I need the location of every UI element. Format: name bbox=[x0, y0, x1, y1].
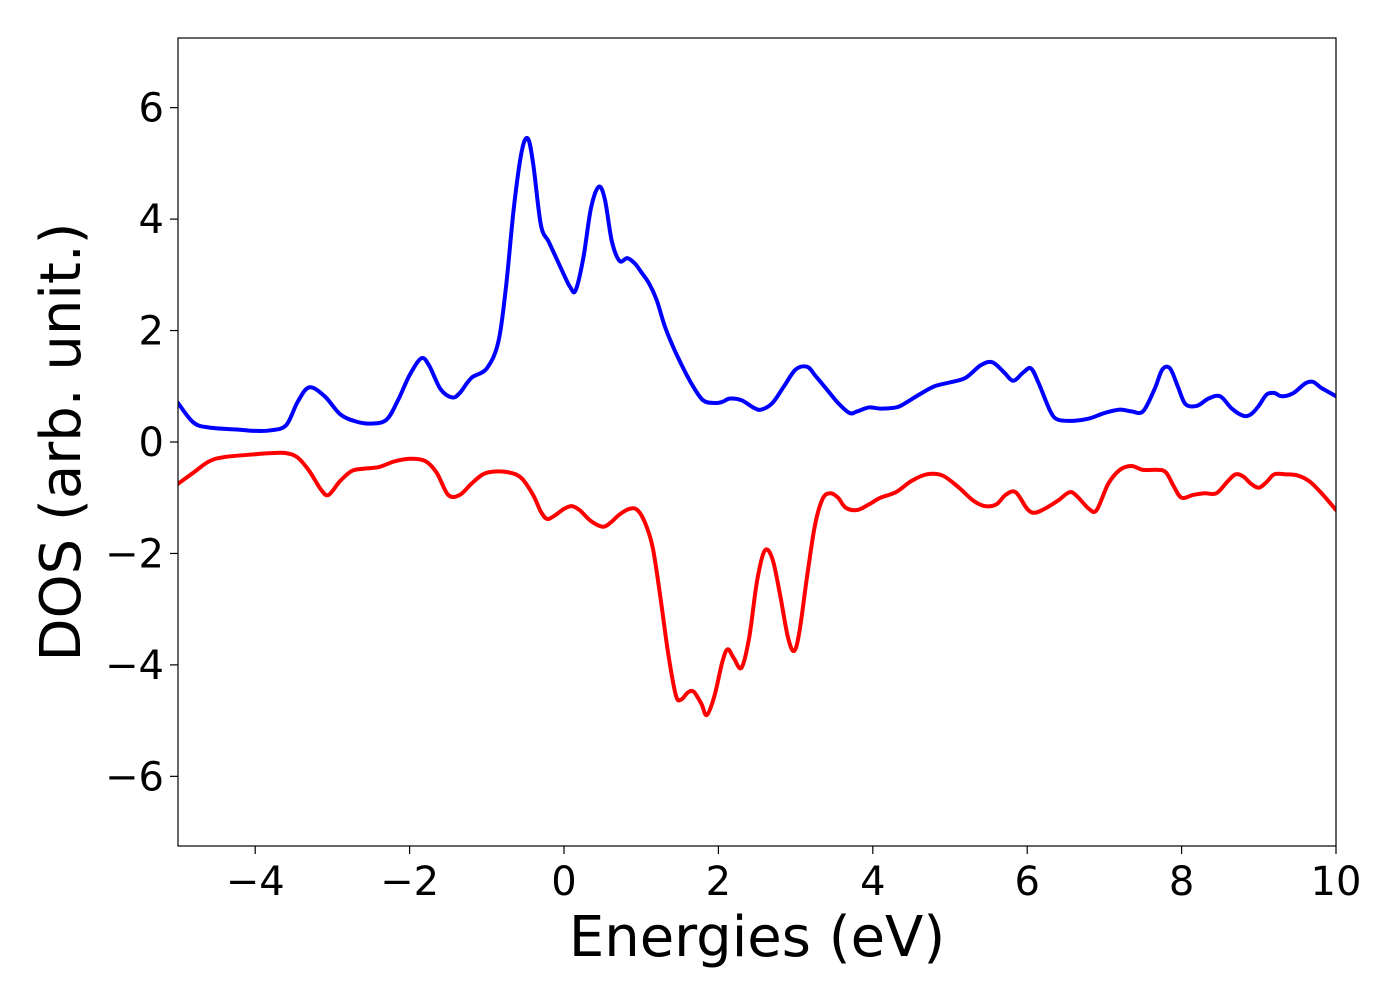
x-tick-label: −2 bbox=[380, 859, 439, 905]
y-tick-label: −2 bbox=[105, 531, 164, 577]
ticks-layer: −4 −2 0 2 4 6 8 10 −6 −4 −2 0 2 4 6 bbox=[105, 86, 1361, 905]
x-tick-label: 0 bbox=[551, 859, 576, 905]
y-tick-label: 2 bbox=[139, 309, 164, 355]
y-tick-label: 0 bbox=[139, 420, 164, 466]
series-line-spin-up bbox=[178, 135, 1336, 433]
y-tick-label: −4 bbox=[105, 643, 164, 689]
x-tick-label: 2 bbox=[706, 859, 731, 905]
x-tick-label: 6 bbox=[1014, 859, 1039, 905]
y-tick-label: 4 bbox=[139, 197, 164, 243]
y-tick-label: −6 bbox=[105, 754, 164, 800]
series-line-spin-down bbox=[178, 450, 1336, 718]
x-axis-title: Energies (eV) bbox=[569, 905, 945, 970]
x-tick-label: 4 bbox=[860, 859, 885, 905]
plot-frame bbox=[177, 37, 1337, 847]
x-tick-label: −4 bbox=[226, 859, 285, 905]
x-tick-label: 10 bbox=[1311, 859, 1362, 905]
y-axis-title: DOS (arb. unit.) bbox=[29, 222, 94, 661]
x-tick-label: 8 bbox=[1169, 859, 1194, 905]
series-layer bbox=[178, 135, 1336, 718]
y-tick-label: 6 bbox=[139, 86, 164, 132]
